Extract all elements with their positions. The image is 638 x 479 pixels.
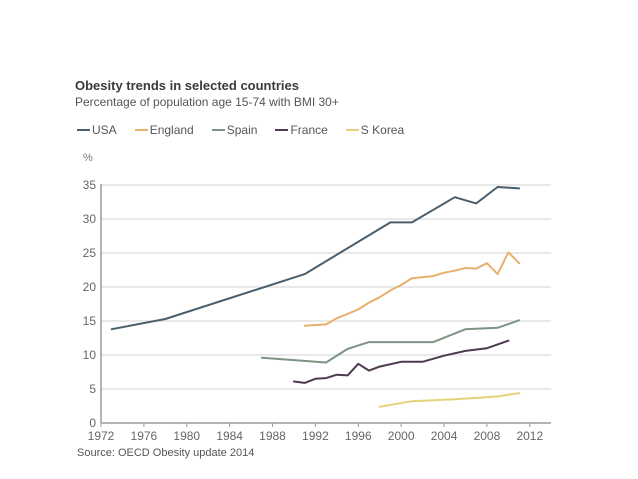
x-tick-label-1996: 1996 — [345, 429, 372, 443]
legend-item-england: England — [134, 123, 194, 137]
y-tick-label-30: 30 — [83, 212, 97, 226]
y-tick-label-5: 5 — [89, 382, 96, 396]
gridlines — [101, 184, 551, 390]
legend-label-spain: Spain — [226, 123, 258, 137]
x-tick-label-1984: 1984 — [216, 429, 243, 443]
y-tick-label-10: 10 — [83, 348, 97, 362]
legend-label-england: England — [149, 123, 194, 137]
series-line-usa — [110, 186, 521, 331]
y-tick-label-20: 20 — [83, 280, 97, 294]
legend-label-usa: USA — [92, 123, 117, 137]
x-tick-label-1976: 1976 — [131, 429, 158, 443]
legend-label-s-korea: S Korea — [360, 123, 405, 137]
x-tick-label-1992: 1992 — [302, 429, 329, 443]
y-tick-label-0: 0 — [89, 416, 96, 430]
tick-labels: 0 5 10 15 20 25 30 35 1972 1976 1980 1984 1988 1992 19… — [83, 178, 544, 443]
legend-item-france: France — [275, 123, 328, 137]
series-line-s-korea — [378, 392, 521, 408]
legend-item-s-korea: S Korea — [345, 123, 405, 137]
x-tick-label-1972: 1972 — [88, 429, 115, 443]
y-tick-label-25: 25 — [83, 246, 97, 260]
x-tick-label-1988: 1988 — [259, 429, 286, 443]
y-tick-label-35: 35 — [83, 178, 97, 192]
series-lines — [110, 186, 521, 408]
x-tick-label-2008: 2008 — [474, 429, 501, 443]
y-tick-label-15: 15 — [83, 314, 97, 328]
legend-swatch-s-korea — [345, 129, 359, 131]
legend: USA England Spain France S Korea — [77, 123, 422, 137]
legend-swatch-england — [134, 129, 148, 131]
legend-item-usa: USA — [77, 123, 117, 137]
legend-swatch-usa — [77, 129, 90, 131]
source-note: Source: OECD Obesity update 2014 — [77, 447, 255, 459]
x-tick-label-2004: 2004 — [431, 429, 458, 443]
legend-swatch-spain — [211, 129, 225, 131]
y-axis-unit-label: % — [83, 152, 93, 164]
series-line-england — [303, 251, 521, 327]
axes — [100, 184, 551, 427]
legend-swatch-france — [275, 129, 289, 131]
x-tick-label-1980: 1980 — [173, 429, 200, 443]
legend-item-spain: Spain — [211, 123, 258, 137]
chart-title: Obesity trends in selected countries — [75, 78, 299, 93]
chart-subtitle: Percentage of population age 15-74 with … — [75, 95, 339, 109]
legend-label-france: France — [290, 123, 328, 137]
series-line-spain — [260, 319, 521, 364]
series-line-france — [293, 339, 510, 384]
x-tick-label-2000: 2000 — [388, 429, 415, 443]
x-tick-label-2012: 2012 — [516, 429, 543, 443]
